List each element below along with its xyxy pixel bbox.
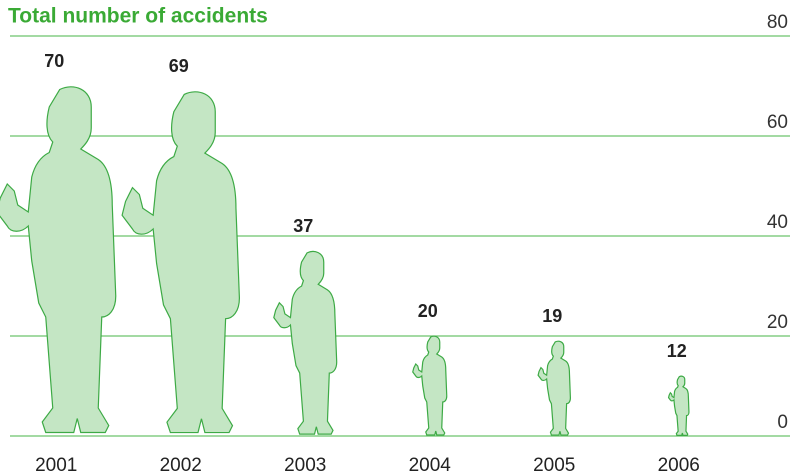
x-tick-label: 2002	[160, 455, 202, 476]
figure	[122, 92, 239, 433]
y-tick-label: 60	[767, 112, 788, 133]
y-tick-label: 40	[767, 212, 788, 233]
x-tick-label: 2005	[533, 455, 575, 476]
value-label: 37	[293, 216, 313, 236]
value-label: 19	[542, 306, 562, 326]
x-tick-label: 2004	[409, 455, 452, 476]
x-tick-label: 2003	[284, 455, 326, 476]
chart: Total number of accidents 0 20 40 60 80 2001 7…	[0, 0, 796, 476]
figure	[274, 251, 337, 434]
value-label: 69	[169, 56, 189, 76]
y-tick-label: 0	[777, 412, 788, 433]
y-tick-label: 80	[767, 12, 788, 33]
value-label: 70	[44, 51, 64, 71]
figure	[669, 376, 689, 435]
chart-title: Total number of accidents	[8, 5, 268, 28]
figure	[413, 336, 447, 435]
y-tick-label: 20	[767, 312, 788, 333]
figure	[0, 87, 116, 433]
x-tick-label: 2006	[658, 455, 700, 476]
figure	[538, 341, 570, 435]
x-tick-label: 2001	[35, 455, 77, 476]
value-label: 20	[418, 301, 438, 321]
value-label: 12	[667, 341, 687, 361]
